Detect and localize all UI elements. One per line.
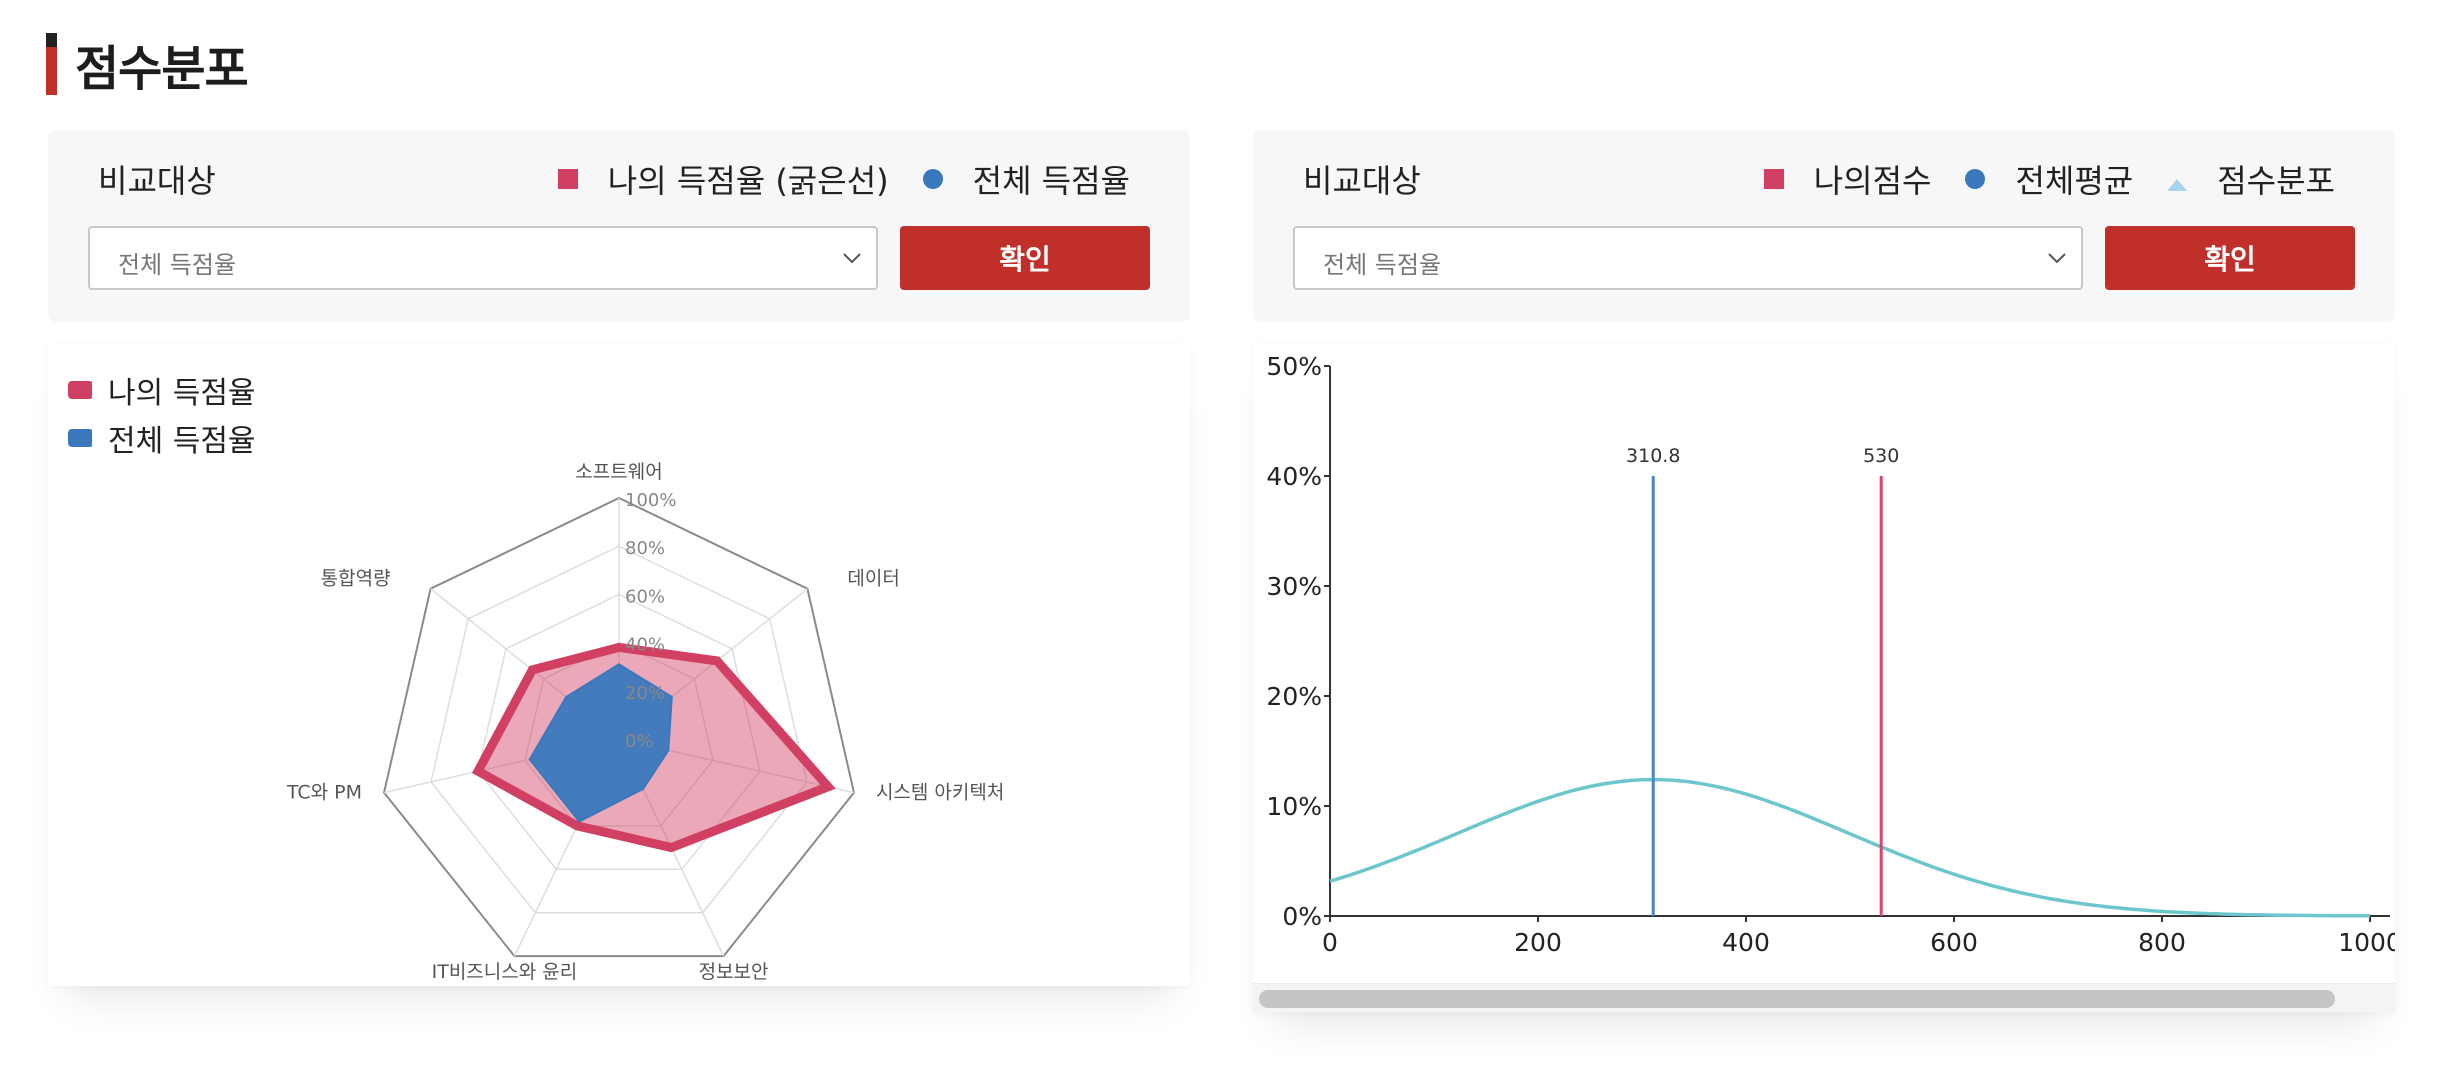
radar-filter-panel: 비교대상 나의 득점율 (굵은선) 전체 득점율 전체 득점율 확인: [48, 130, 1190, 322]
radar-tick-label: 20%: [625, 683, 665, 704]
page-title: 점수분포: [75, 41, 249, 97]
distribution-chart-card: 0% 10% 20% 30% 40% 50% 0 200 400 600 800 1000 310.8 5…: [1253, 344, 2395, 1012]
legend-item-distribution: 점수분포: [2167, 156, 2335, 202]
radar-axis-label: TC와 PM: [286, 782, 362, 804]
y-tick-label: 0%: [1282, 902, 1322, 931]
radar-header-legend: 나의 득점율 (굵은선) 전체 득점율: [524, 156, 1130, 202]
legend-label: 전체 득점율: [108, 424, 256, 459]
compare-label: 비교대상: [98, 162, 216, 200]
score-marker-label: 530: [1863, 445, 1899, 467]
radar-series-total-rate: [528, 663, 673, 823]
section-header: 점수분포: [46, 33, 249, 97]
legend-label: 나의점수: [1813, 162, 1932, 200]
legend-label: 나의 득점율: [108, 376, 256, 411]
select-value: 전체 득점율: [118, 251, 237, 279]
legend-item-my-rate: 나의 득점율 (굵은선): [557, 156, 889, 202]
compare-target-select[interactable]: 전체 득점율: [88, 226, 878, 290]
legend-label: 나의 득점율 (굵은선): [607, 162, 889, 200]
compare-label: 비교대상: [1303, 162, 1421, 200]
x-tick-label: 800: [2138, 928, 2186, 957]
distribution-filter-panel: 비교대상 나의점수 전체평균 점수분포 전체 득점율 확인: [1253, 130, 2395, 322]
distribution-curve: [1329, 777, 2370, 918]
radar-axis-label: 데이터: [847, 568, 899, 590]
x-tick-label: 1000: [2338, 928, 2395, 957]
radar-legend: 나의 득점율 전체 득점율: [68, 366, 256, 462]
x-tick-label: 0: [1322, 928, 1338, 957]
legend-label: 전체 득점율: [972, 162, 1130, 200]
y-tick-label: 10%: [1266, 792, 1322, 821]
x-tick-label: 400: [1722, 928, 1770, 957]
legend-swatch-icon: [68, 381, 92, 399]
radar-tick-label: 0%: [625, 731, 654, 752]
triangle-marker-icon: [2167, 179, 2188, 191]
radar-axis-label: 시스템 아키텍처: [876, 782, 1004, 804]
confirm-button[interactable]: 확인: [2105, 226, 2355, 290]
horizontal-scrollbar-thumb[interactable]: [1259, 990, 2335, 1008]
compare-target-select[interactable]: 전체 득점율: [1293, 226, 2083, 290]
title-accent-bar: [46, 33, 57, 95]
radar-axis-label: 통합역량: [321, 568, 391, 590]
y-tick-label: 40%: [1266, 462, 1322, 491]
radar-tick-label: 60%: [625, 586, 665, 607]
radar-tick-label: 80%: [625, 538, 665, 559]
chevron-down-icon: [2048, 253, 2066, 264]
legend-item-total-rate: 전체 득점율: [922, 156, 1130, 202]
confirm-button[interactable]: 확인: [900, 226, 1150, 290]
legend-label: 점수분포: [2217, 162, 2335, 200]
radar-grid-ring: [430, 545, 808, 914]
radar-grid-ring: [477, 593, 761, 871]
score-marker-label: 310.8: [1626, 445, 1680, 467]
legend-item-average: 전체평균: [1965, 156, 2133, 202]
legend-item-my-score: 나의점수: [1763, 156, 1932, 202]
square-marker-icon: [1763, 169, 1784, 189]
y-tick-label: 20%: [1266, 682, 1322, 711]
y-tick-label: 50%: [1266, 352, 1322, 381]
legend-swatch-icon: [68, 429, 92, 447]
y-tick-label: 30%: [1266, 572, 1322, 601]
chevron-down-icon: [843, 253, 861, 264]
radar-legend-item: 나의 득점율: [68, 366, 256, 414]
select-value: 전체 득점율: [1323, 251, 1442, 279]
x-tick-label: 600: [1930, 928, 1978, 957]
circle-marker-icon: [922, 169, 943, 189]
radar-axis-label: 정보보안: [699, 961, 769, 983]
radar-outer-ring: [382, 496, 856, 958]
distribution-header-legend: 나의점수 전체평균 점수분포: [1730, 156, 2335, 202]
radar-legend-item: 전체 득점율: [68, 414, 256, 462]
radar-tick-label: 40%: [625, 635, 665, 656]
radar-axis-label: 소프트웨어: [575, 461, 662, 483]
square-marker-icon: [557, 169, 578, 189]
x-tick-label: 200: [1514, 928, 1562, 957]
horizontal-scroll-track[interactable]: [1253, 983, 2395, 1012]
radar-grid-ring: [524, 641, 714, 827]
radar-tick-label: 100%: [625, 490, 676, 511]
distribution-chart: 0% 10% 20% 30% 40% 50% 0 200 400 600 800 1000 310.8 5…: [1266, 352, 2395, 957]
legend-label: 전체평균: [2015, 162, 2134, 200]
radar-axis-label: IT비즈니스와 윤리: [432, 961, 578, 983]
circle-marker-icon: [1965, 169, 1986, 189]
